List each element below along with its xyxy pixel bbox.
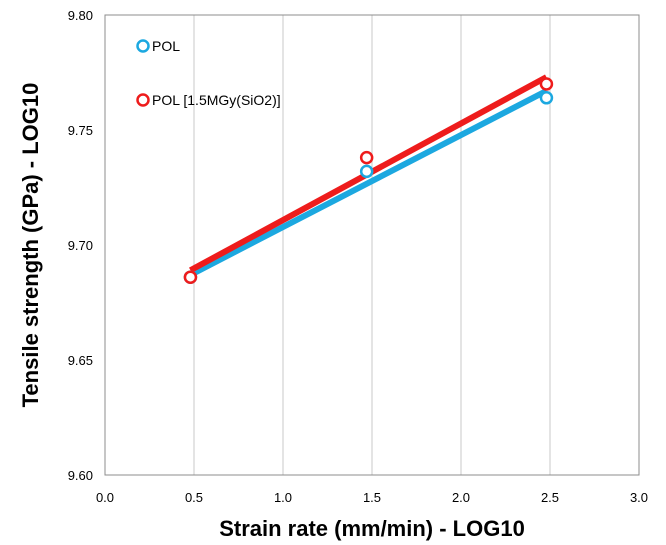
data-point-series-1 [359, 164, 374, 179]
data-point-series-1 [539, 91, 554, 105]
legend-label-series-1: POL [152, 38, 180, 54]
x-tick-label: 1.0 [274, 490, 292, 505]
data-point-series-2 [539, 77, 554, 91]
y-axis-title: Tensile strength (GPa) - LOG10 [18, 83, 43, 408]
x-tick-label: 2.5 [541, 490, 559, 505]
x-tick-label: 1.5 [363, 490, 381, 505]
data-point-series-2 [183, 270, 198, 284]
y-tick-label: 9.60 [68, 468, 93, 483]
legend-marker-series-2 [136, 93, 150, 107]
x-axis-ticks: 0.0 0.5 1.0 1.5 2.0 2.5 3.0 [96, 490, 648, 505]
x-tick-label: 3.0 [630, 490, 648, 505]
y-tick-label: 9.80 [68, 8, 93, 23]
x-axis-title: Strain rate (mm/min) - LOG10 [219, 516, 525, 541]
y-tick-label: 9.75 [68, 123, 93, 138]
trendline-series-1 [189, 88, 548, 278]
x-tick-label: 0.5 [185, 490, 203, 505]
x-tick-label: 2.0 [452, 490, 470, 505]
data-point-series-2 [359, 150, 374, 165]
legend-marker-series-1 [136, 39, 150, 53]
y-tick-label: 9.70 [68, 238, 93, 253]
grid-lines [193, 15, 551, 475]
legend-label-series-2: POL [1.5MGy(SiO2)] [152, 92, 281, 108]
data-points [183, 77, 554, 284]
x-tick-label: 0.0 [96, 490, 114, 505]
legend: POL POL [1.5MGy(SiO2)] [136, 38, 281, 108]
y-axis-ticks: 9.60 9.65 9.70 9.75 9.80 [68, 8, 93, 483]
y-tick-label: 9.65 [68, 353, 93, 368]
plot-area-border [104, 14, 640, 476]
